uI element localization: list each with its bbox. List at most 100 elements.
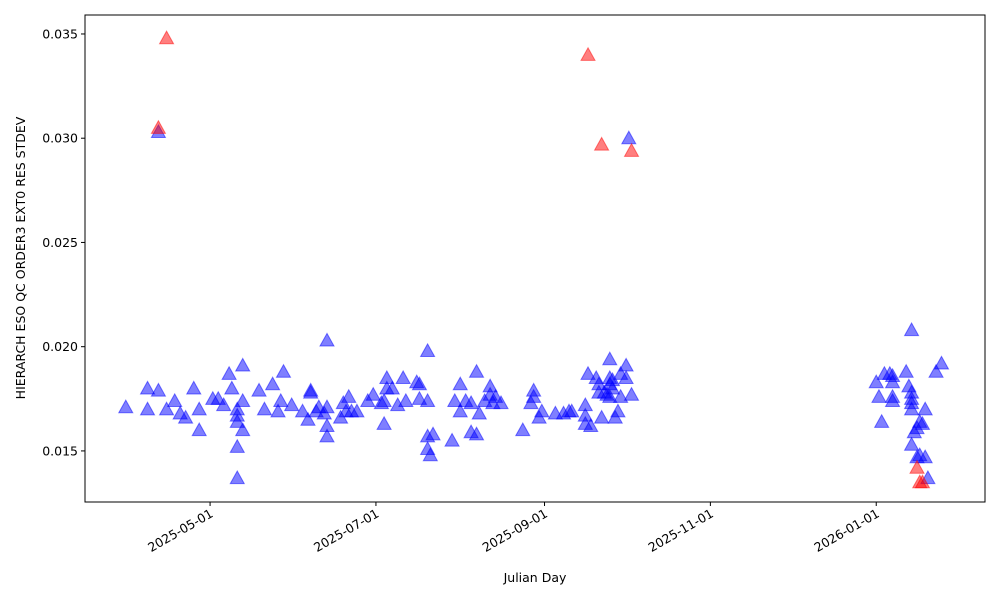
data-point	[563, 403, 580, 418]
data-point	[150, 382, 167, 397]
data-point	[533, 403, 550, 418]
data-point	[300, 411, 316, 426]
data-point	[601, 388, 618, 403]
data-point	[229, 469, 246, 485]
data-point	[525, 382, 542, 397]
data-point	[917, 401, 934, 416]
data-point	[270, 403, 286, 418]
data-point	[272, 392, 289, 407]
data-point	[452, 403, 469, 418]
data-point	[903, 436, 920, 451]
data-point	[256, 401, 273, 416]
data-point	[903, 321, 920, 337]
data-point	[623, 142, 640, 157]
data-point	[139, 380, 156, 395]
data-point	[933, 355, 950, 370]
data-point	[884, 392, 901, 407]
data-point	[191, 422, 208, 437]
data-point	[365, 386, 382, 401]
data-point	[185, 380, 202, 395]
data-point	[411, 376, 428, 391]
data-point	[623, 386, 640, 401]
data-point	[468, 426, 485, 441]
data-point	[914, 415, 931, 430]
data-point	[610, 403, 626, 418]
y-axis-label: HIERARCH ESO QC ORDER3 EXT0 RES STDEV	[13, 116, 28, 399]
data-point	[871, 388, 887, 403]
data-point	[384, 380, 401, 395]
data-point	[117, 399, 134, 414]
data-point	[620, 130, 637, 145]
data-point	[425, 426, 441, 441]
data-point	[223, 380, 240, 395]
data-point	[580, 365, 596, 380]
data-point	[340, 388, 357, 403]
data-point	[221, 365, 237, 380]
data-point	[468, 363, 485, 378]
data-point	[397, 392, 414, 407]
data-point	[229, 438, 246, 453]
data-point	[618, 369, 634, 385]
data-point	[463, 394, 479, 410]
data-point	[903, 390, 920, 405]
data-point	[302, 384, 319, 399]
data-point	[139, 401, 156, 416]
data-point	[444, 432, 460, 447]
y-tick-label: 0.030	[42, 131, 78, 146]
data-point	[229, 401, 246, 416]
y-tick-label: 0.020	[42, 339, 78, 354]
data-point	[471, 405, 488, 420]
data-point	[191, 401, 208, 416]
data-point	[234, 392, 251, 407]
data-point	[593, 409, 610, 424]
data-point	[319, 428, 335, 443]
data-point	[319, 332, 335, 347]
data-point	[378, 369, 395, 385]
y-tick-label: 0.015	[42, 443, 78, 458]
x-axis-label: Julian Day	[503, 570, 567, 585]
data-point	[419, 392, 436, 407]
data-point	[264, 376, 281, 391]
data-point	[593, 136, 610, 151]
data-point	[582, 417, 599, 433]
data-point	[884, 367, 901, 382]
data-point	[150, 119, 167, 134]
data-point	[251, 382, 267, 397]
data-point	[452, 376, 469, 391]
data-point	[283, 397, 300, 412]
data-point	[580, 46, 596, 61]
data-point	[514, 422, 531, 437]
data-point	[395, 369, 411, 385]
y-tick-label: 0.025	[42, 235, 78, 250]
data-point	[612, 388, 629, 403]
data-point	[234, 357, 251, 372]
data-point	[294, 403, 311, 418]
plot-frame	[84, 14, 986, 503]
data-point	[215, 397, 232, 412]
data-point	[166, 392, 183, 407]
data-point	[158, 30, 175, 45]
data-point	[493, 394, 509, 410]
data-point	[422, 447, 439, 462]
data-point	[873, 413, 890, 428]
data-point	[319, 399, 335, 414]
data-point	[903, 401, 920, 416]
data-point	[601, 351, 618, 366]
data-point	[349, 403, 365, 418]
data-point	[376, 415, 392, 430]
data-point	[604, 380, 621, 395]
data-point	[376, 392, 392, 407]
data-point	[914, 474, 931, 489]
data-point	[177, 409, 194, 424]
y-tick-label: 0.035	[42, 26, 78, 41]
data-point	[275, 363, 292, 378]
data-point	[928, 363, 944, 378]
data-point	[419, 342, 436, 357]
data-point	[158, 401, 175, 416]
data-point	[234, 422, 251, 437]
data-point	[898, 363, 914, 378]
data-point	[868, 374, 885, 389]
data-point	[917, 449, 934, 464]
data-point	[446, 392, 463, 407]
